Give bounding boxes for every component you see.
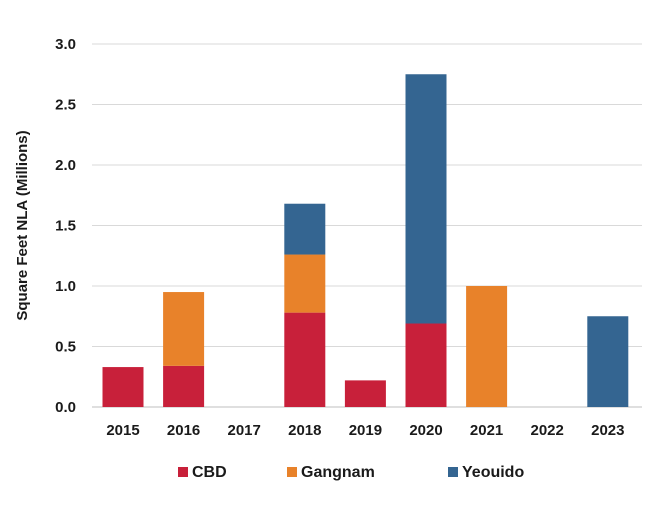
bar-gangnam-2018: [284, 255, 325, 313]
y-tick-label: 2.0: [55, 157, 76, 174]
bar-gangnam-2016: [163, 292, 204, 366]
x-tick-label: 2021: [470, 422, 503, 439]
bar-gangnam-2021: [466, 286, 507, 407]
bar-cbd-2020: [406, 324, 447, 407]
y-axis-ticks: 0.0 0.5 1.0 1.5 2.0 2.5 3.0: [55, 36, 76, 416]
bar-cbd-2018: [284, 313, 325, 407]
bar-cbd-2015: [103, 367, 144, 407]
stacked-bar-chart: 0.00.51.01.52.02.53.0 2015 2016 2017 2018 20…: [0, 0, 652, 506]
bars: [103, 74, 629, 407]
y-tick-label: 1.5: [55, 218, 76, 235]
y-tick-label: 0.0: [55, 399, 76, 416]
x-tick-label: 2017: [228, 422, 261, 439]
legend-label-yeouido: Yeouido: [462, 464, 524, 481]
bar-yeouido-2020: [406, 74, 447, 323]
x-tick-label: 2015: [106, 422, 139, 439]
bar-yeouido-2018: [284, 204, 325, 255]
x-tick-label: 2019: [349, 422, 382, 439]
y-tick-label: 0.5: [55, 339, 76, 356]
y-axis-title: Square Feet NLA (Millions): [14, 130, 31, 320]
bar-yeouido-2023: [587, 316, 628, 407]
bar-cbd-2019: [345, 380, 386, 407]
y-tick-label: 1.0: [55, 278, 76, 295]
bar-cbd-2016: [163, 366, 204, 407]
x-axis-ticks: 2015 2016 2017 2018 2019 2020 2021 2022 2023: [106, 422, 624, 439]
legend-label-cbd: CBD: [192, 464, 227, 481]
x-tick-label: 2023: [591, 422, 624, 439]
legend-swatch-yeouido: [448, 467, 458, 477]
x-tick-label: 2018: [288, 422, 321, 439]
y-tick-label: 3.0: [55, 36, 76, 53]
y-tick-label: 2.5: [55, 97, 76, 114]
legend: CBD Gangnam Yeouido: [178, 464, 524, 481]
x-tick-label: 2016: [167, 422, 200, 439]
legend-swatch-gangnam: [287, 467, 297, 477]
legend-label-gangnam: Gangnam: [301, 464, 375, 481]
x-tick-label: 2022: [531, 422, 564, 439]
legend-swatch-cbd: [178, 467, 188, 477]
x-tick-label: 2020: [409, 422, 442, 439]
